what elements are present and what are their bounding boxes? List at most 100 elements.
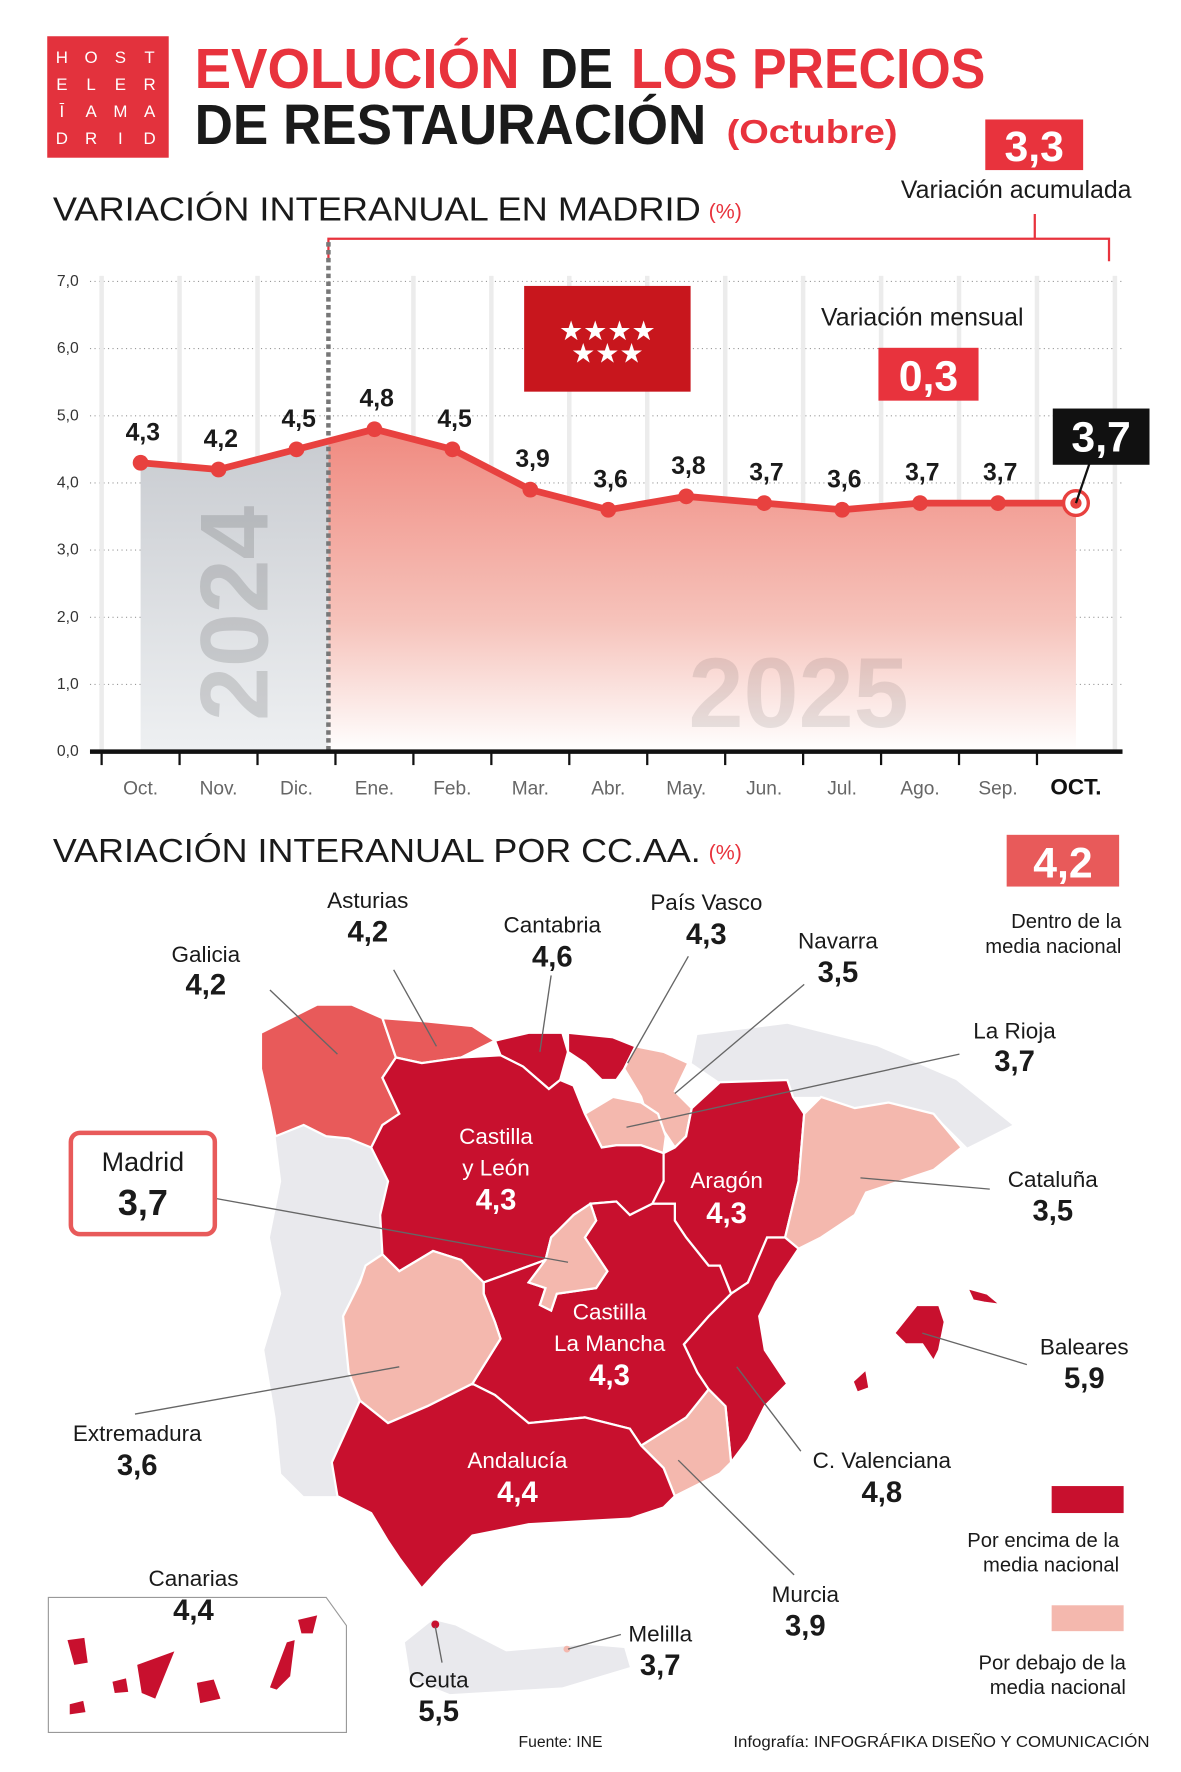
area-2024 (140, 441, 329, 752)
region-canarias[interactable] (67, 1637, 88, 1665)
region-pais-vasco[interactable] (566, 1031, 638, 1082)
flag-stars-icon: ★★★★ (559, 316, 656, 346)
x-tick-label: OCT. (1050, 774, 1101, 799)
region-baleares[interactable] (892, 1303, 946, 1364)
region-canarias[interactable] (69, 1700, 86, 1715)
region-value-castilla-y-leon: 4,3 (476, 1184, 517, 1216)
region-canarias[interactable] (112, 1678, 129, 1694)
region-value-baleares: 5,9 (1064, 1363, 1105, 1395)
monthly-badge (878, 347, 979, 401)
x-tick-label: Ago. (900, 778, 939, 799)
data-label: 3,7 (905, 460, 939, 487)
data-label: 3,9 (515, 446, 549, 473)
logo-letter: H (56, 48, 68, 67)
region-name-la-rioja: La Rioja (973, 1018, 1056, 1043)
logo-letter: A (85, 102, 97, 121)
x-tick-label: May. (666, 778, 706, 799)
region-name-line: y León (462, 1156, 530, 1181)
leader-line (393, 969, 437, 1047)
region-name-madrid: Madrid (102, 1147, 184, 1177)
region-value-navarra: 3,5 (818, 957, 859, 989)
region-madrid[interactable] (526, 1201, 609, 1313)
region-value-pais-vasco: 4,3 (686, 919, 727, 951)
year-watermark-2024: 2024 (181, 505, 289, 720)
region-canarias[interactable] (196, 1679, 221, 1704)
region-labels: Galicia 4,2 Asturias 4,2 Cantabria 4,6 País Va… (68, 888, 1129, 1728)
spain-map (47, 1003, 1013, 1733)
region-name-line: Aragón (690, 1168, 763, 1193)
y-tick-label: 5,0 (57, 407, 79, 424)
region-canarias[interactable] (298, 1615, 318, 1634)
source: Fuente: INE (519, 1734, 603, 1751)
data-label: 4,5 (437, 406, 472, 433)
region-name-cantabria: Cantabria (504, 913, 602, 938)
monthly-label: Variación mensual (821, 304, 1023, 331)
region-value-cantabria: 4,6 (532, 941, 573, 973)
national-value: 4,2 (1033, 840, 1092, 888)
data-point (288, 441, 305, 458)
x-tick-label: Ene. (355, 778, 394, 799)
logo-letter: I (118, 129, 123, 148)
y-tick-label: 0,0 (57, 743, 79, 760)
title-part-1: EVOLUCIÓN (195, 37, 520, 100)
national-badge (1006, 834, 1120, 887)
leader-line (213, 1197, 569, 1263)
region-baleares[interactable] (965, 1286, 1005, 1307)
accumulated-label: Variación acumulada (901, 177, 1132, 204)
region-baleares[interactable] (851, 1366, 871, 1395)
logo: H O S TE L E RĪ A M AD R I D (47, 36, 169, 158)
leader-line (567, 1633, 622, 1650)
flag-stars-icon: ★★★ (571, 338, 644, 368)
data-label: 3,6 (593, 466, 627, 493)
region-value-galicia: 4,2 (186, 970, 227, 1002)
region-name-murcia: Murcia (772, 1582, 840, 1607)
region-ceuta[interactable] (431, 1620, 440, 1629)
region-galicia[interactable] (259, 1003, 401, 1149)
region-value-canarias: 4,4 (173, 1595, 214, 1627)
region-cataluna[interactable] (783, 1095, 964, 1251)
leader-line (539, 975, 552, 1053)
region-canarias[interactable] (269, 1640, 295, 1690)
x-tick-label: Abr. (591, 778, 625, 799)
region-melilla[interactable] (563, 1645, 571, 1653)
region-name-ceuta: Ceuta (409, 1667, 469, 1692)
leader-line (860, 1177, 990, 1190)
canarias-inset (47, 1596, 347, 1733)
data-label: 3,7 (749, 460, 783, 487)
title-part-2: DE (540, 37, 613, 100)
region-name-baleares: Baleares (1040, 1334, 1129, 1359)
legend-above-swatch (1051, 1486, 1124, 1514)
region-value-asturias: 4,2 (347, 917, 388, 949)
logo-letter: D (143, 129, 155, 148)
legend-below-label-2: media nacional (990, 1677, 1126, 1699)
logo-letter: T (144, 48, 154, 67)
data-point (756, 495, 773, 511)
logo-letter: E (56, 75, 67, 94)
data-point (600, 501, 617, 518)
region-value-ceuta: 5,5 (418, 1696, 459, 1728)
region-andalucia[interactable] (330, 1382, 677, 1591)
region-canarias[interactable] (137, 1651, 175, 1699)
section-unit: (%) (709, 199, 742, 223)
region-name-asturias: Asturias (327, 888, 408, 913)
x-tick-label: Mar. (512, 778, 549, 799)
national-label-2: media nacional (985, 936, 1121, 958)
highlight-value: 3,7 (1071, 413, 1130, 461)
land-portugal (264, 1125, 389, 1497)
x-tick-label: Dic. (280, 778, 313, 799)
national-label-1: Dentro de la (1011, 911, 1122, 933)
data-point (522, 481, 539, 498)
y-tick-label: 6,0 (57, 340, 79, 357)
x-tick-label: Jul. (827, 778, 857, 799)
data-point (834, 501, 850, 518)
data-point (990, 495, 1006, 511)
madrid-flag: ★★★★ ★★★ (524, 285, 691, 392)
logo-letter: O (85, 48, 98, 67)
data-label: 4,3 (126, 419, 160, 446)
region-name-navarra: Navarra (798, 928, 878, 953)
region-name-line: La Mancha (554, 1331, 666, 1356)
data-label: 3,7 (983, 460, 1017, 487)
leader-line (626, 1053, 960, 1128)
data-label: 4,2 (204, 426, 238, 453)
